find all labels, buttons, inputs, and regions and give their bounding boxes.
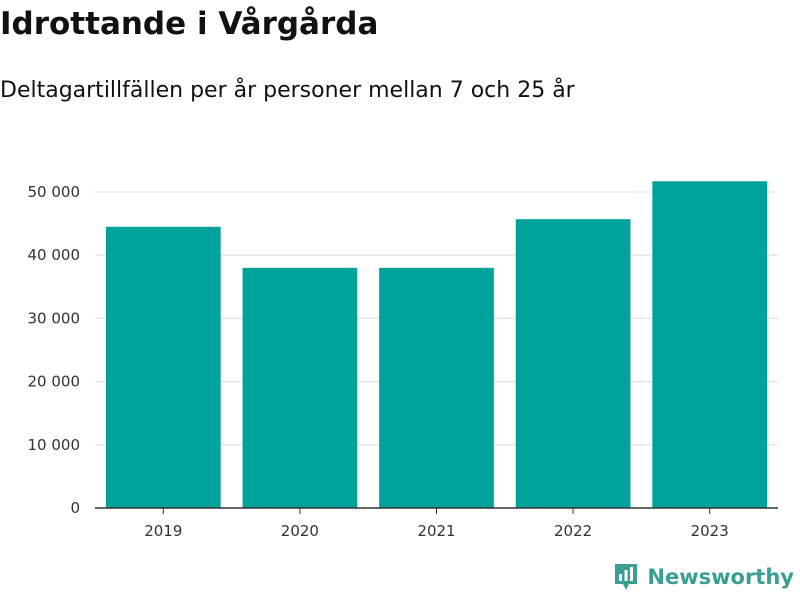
y-tick-label: 40 000 (28, 246, 81, 264)
bar-2021 (379, 267, 494, 508)
bar-2023 (652, 181, 768, 509)
chart-title: Idrottande i Vårgårda (0, 6, 379, 42)
y-tick-label: 10 000 (28, 436, 81, 454)
x-tick-label: 2022 (554, 522, 592, 540)
bar-2020 (242, 267, 358, 508)
x-tick-label: 2019 (144, 522, 182, 540)
bars (105, 181, 768, 509)
x-axis-ticks: 2019 2020 2021 2022 2023 (144, 508, 729, 540)
y-tick-label: 20 000 (28, 373, 81, 391)
y-axis-ticks: 0 10 000 20 000 30 000 40 000 50 000 (28, 183, 81, 517)
newsworthy-logo-icon (615, 564, 638, 590)
brand-logo: Newsworthy (613, 562, 794, 592)
x-tick-label: 2020 (281, 522, 319, 540)
y-tick-label: 50 000 (28, 183, 81, 201)
x-tick-label: 2023 (691, 522, 729, 540)
y-tick-label: 30 000 (28, 309, 81, 327)
chart-subtitle: Deltagartillfällen per år personer mella… (0, 78, 575, 103)
y-tick-label: 0 (70, 499, 80, 517)
brand-name: Newsworthy (647, 565, 794, 589)
x-tick-label: 2021 (417, 522, 455, 540)
bar-2022 (515, 219, 631, 508)
bar-2019 (105, 226, 221, 508)
